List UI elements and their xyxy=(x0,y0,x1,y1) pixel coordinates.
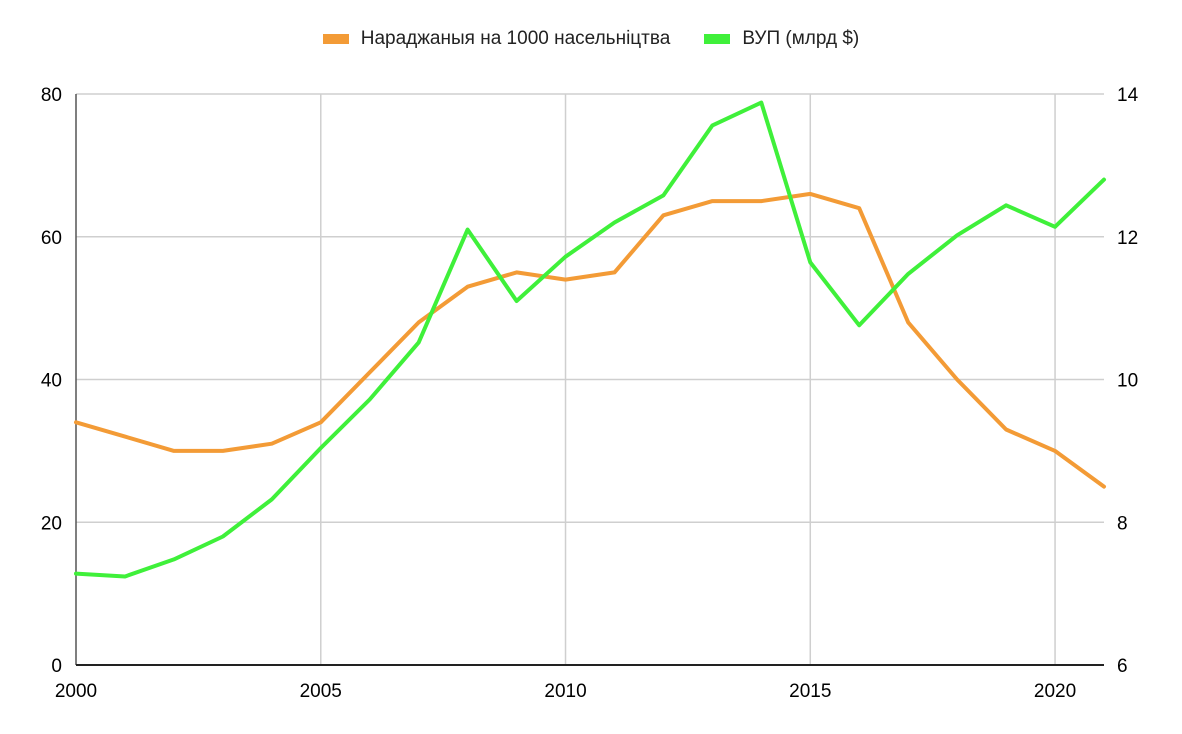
legend-label-gdp: ВУП (млрд $) xyxy=(742,28,860,49)
y-left-tick-label: 60 xyxy=(41,228,62,249)
axes xyxy=(75,94,1104,666)
x-tick-label: 2005 xyxy=(300,681,342,702)
legend-swatch-gdp xyxy=(704,34,731,44)
y-right-tick-label: 8 xyxy=(1117,513,1128,534)
y-left-tick-label: 40 xyxy=(41,371,62,392)
x-tick-label: 2015 xyxy=(789,681,831,702)
y-right-tick-label: 12 xyxy=(1117,228,1138,249)
legend-label-births: Нараджаныя на 1000 насельніцтва xyxy=(360,28,671,49)
y-left-tick-label: 80 xyxy=(41,85,62,106)
legend-item-births[interactable]: Нараджаныя на 1000 насельніцтва xyxy=(322,28,671,50)
legend-swatch-births xyxy=(322,34,349,44)
x-tick-label: 2000 xyxy=(55,681,97,702)
legend-item-gdp[interactable]: ВУП (млрд $) xyxy=(704,28,859,50)
x-tick-label: 2020 xyxy=(1034,681,1076,702)
legend: Нараджаныя на 1000 насельніцтва ВУП (млр… xyxy=(0,28,1182,50)
series-line-0[interactable] xyxy=(74,191,1106,489)
y-right-tick-label: 10 xyxy=(1117,371,1138,392)
y-left-tick-label: 20 xyxy=(41,513,62,534)
grid-lines xyxy=(76,93,1104,665)
series-lines xyxy=(74,100,1106,579)
y-left-tick-label: 0 xyxy=(51,656,62,677)
y-right-tick-label: 14 xyxy=(1117,85,1139,106)
y-right-tick-label: 6 xyxy=(1117,656,1128,677)
x-tick-label: 2010 xyxy=(544,681,586,702)
series-line-1[interactable] xyxy=(74,100,1106,579)
tick-labels: 0 20 40 60 80 6 8 10 12 14 2000 2005 2010 2015 2020 xyxy=(41,85,1139,702)
